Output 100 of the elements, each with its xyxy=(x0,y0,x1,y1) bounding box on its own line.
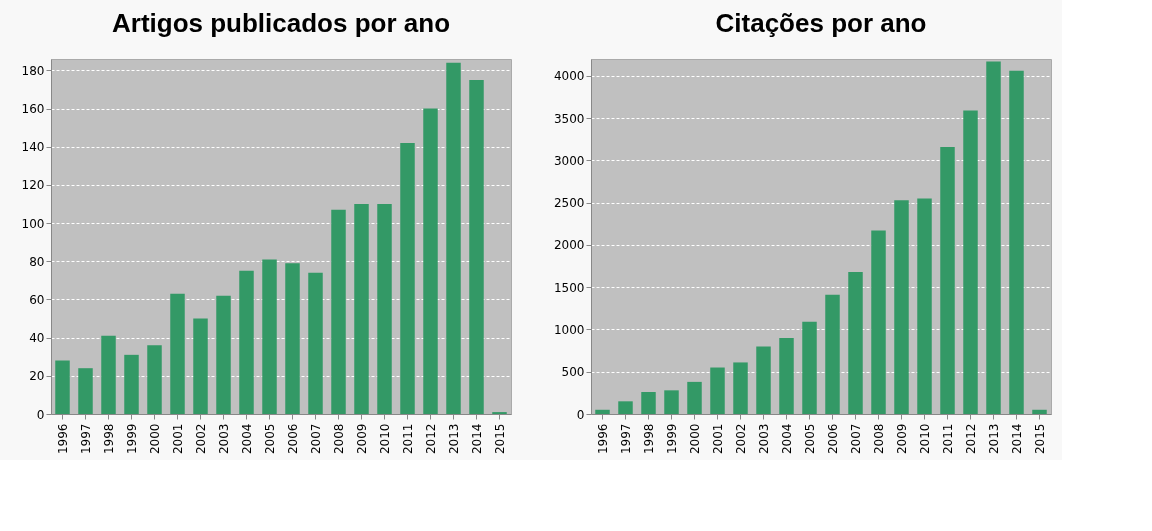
bar xyxy=(124,354,139,414)
bar xyxy=(963,110,978,414)
x-tick-label: 2007 xyxy=(308,423,323,455)
bar xyxy=(469,79,484,414)
bar xyxy=(354,204,369,414)
y-tick-label: 40 xyxy=(29,331,45,346)
y-tick-label: 60 xyxy=(29,292,45,307)
bar xyxy=(756,346,771,414)
x-tick-label: 2010 xyxy=(377,423,392,455)
bar xyxy=(239,270,254,414)
y-tick-label: 1000 xyxy=(553,322,585,337)
x-tick-label: 2005 xyxy=(802,423,817,455)
bar xyxy=(1032,409,1047,414)
x-tick-label: 2008 xyxy=(331,423,346,455)
x-tick-label: 2011 xyxy=(940,423,955,455)
bar xyxy=(78,368,93,414)
x-tick-label: 2014 xyxy=(469,423,484,455)
bar xyxy=(595,409,610,414)
bar xyxy=(285,263,300,414)
x-tick-label: 2013 xyxy=(986,423,1001,455)
x-tick-label: 2003 xyxy=(216,423,231,455)
x-tick-label: 1998 xyxy=(641,423,656,455)
x-tick-label: 1998 xyxy=(101,423,116,455)
x-tick-label: 1997 xyxy=(618,423,633,455)
x-tick-label: 1999 xyxy=(664,423,679,455)
bar xyxy=(687,381,702,414)
y-tick-label: 120 xyxy=(21,178,45,193)
x-tick-label: 1997 xyxy=(78,423,93,455)
x-tick-label: 2006 xyxy=(825,423,840,455)
x-tick-label: 2014 xyxy=(1009,423,1024,455)
bar xyxy=(331,209,346,414)
y-tick-label: 80 xyxy=(29,254,45,269)
bar xyxy=(733,362,748,414)
x-tick-label: 2015 xyxy=(492,423,507,455)
chart-title: Artigos publicados por ano xyxy=(111,8,451,38)
x-tick-label: 2012 xyxy=(963,423,978,455)
x-tick-label: 2006 xyxy=(285,423,300,455)
x-tick-label: 2001 xyxy=(710,423,725,455)
y-tick-label: 0 xyxy=(576,407,585,422)
bar xyxy=(710,367,725,414)
bar xyxy=(262,259,277,414)
x-tick-label: 2005 xyxy=(262,423,277,455)
bar xyxy=(871,230,886,414)
y-tick-label: 500 xyxy=(561,365,585,380)
y-tick-label: 1500 xyxy=(553,280,585,295)
x-tick-label: 1999 xyxy=(124,423,139,455)
x-tick-label: 2008 xyxy=(871,423,886,455)
bar xyxy=(1009,70,1024,414)
bar xyxy=(423,108,438,414)
bar xyxy=(894,200,909,414)
y-tick-label: 160 xyxy=(21,102,45,117)
bar xyxy=(308,272,323,414)
x-tick-label: 2012 xyxy=(423,423,438,455)
x-tick-label: 2004 xyxy=(239,423,254,455)
bar xyxy=(986,61,1001,414)
bar xyxy=(802,321,817,414)
x-tick-label: 2003 xyxy=(756,423,771,455)
bar xyxy=(779,337,794,414)
x-tick-label: 1996 xyxy=(595,423,610,455)
bar xyxy=(664,390,679,414)
x-tick-label: 2002 xyxy=(193,423,208,455)
bar xyxy=(101,335,116,414)
x-tick-label: 2015 xyxy=(1032,423,1047,455)
bar xyxy=(848,272,863,414)
x-tick-label: 2010 xyxy=(917,423,932,455)
x-tick-label: 1996 xyxy=(55,423,70,455)
x-tick-label: 2001 xyxy=(170,423,185,455)
y-tick-label: 3000 xyxy=(553,153,585,168)
x-tick-label: 2009 xyxy=(894,423,909,455)
bar xyxy=(193,318,208,414)
x-tick-label: 2004 xyxy=(779,423,794,455)
y-tick-label: 2500 xyxy=(553,196,585,211)
bar xyxy=(825,294,840,414)
bar xyxy=(216,295,231,414)
y-tick-label: 4000 xyxy=(553,69,585,84)
y-tick-label: 0 xyxy=(36,407,45,422)
bar xyxy=(446,62,461,414)
y-tick-label: 3500 xyxy=(553,111,585,126)
x-tick-label: 2000 xyxy=(687,423,702,455)
x-tick-label: 2007 xyxy=(848,423,863,455)
bar xyxy=(400,142,415,414)
y-tick-label: 100 xyxy=(21,216,45,231)
bar xyxy=(940,146,955,414)
bar xyxy=(641,392,656,414)
bar xyxy=(170,293,185,414)
bar xyxy=(377,204,392,414)
bar xyxy=(147,345,162,414)
y-tick-label: 20 xyxy=(29,369,45,384)
bar xyxy=(917,198,932,414)
bar xyxy=(618,401,633,414)
y-tick-label: 2000 xyxy=(553,238,585,253)
bar xyxy=(55,360,70,414)
x-tick-label: 2011 xyxy=(400,423,415,455)
x-tick-label: 2009 xyxy=(354,423,369,455)
x-tick-label: 2013 xyxy=(446,423,461,455)
y-tick-label: 180 xyxy=(21,63,45,78)
y-tick-label: 140 xyxy=(21,140,45,155)
x-tick-label: 2000 xyxy=(147,423,162,455)
x-tick-label: 2002 xyxy=(733,423,748,455)
chart-title: Citações por ano xyxy=(715,8,927,38)
